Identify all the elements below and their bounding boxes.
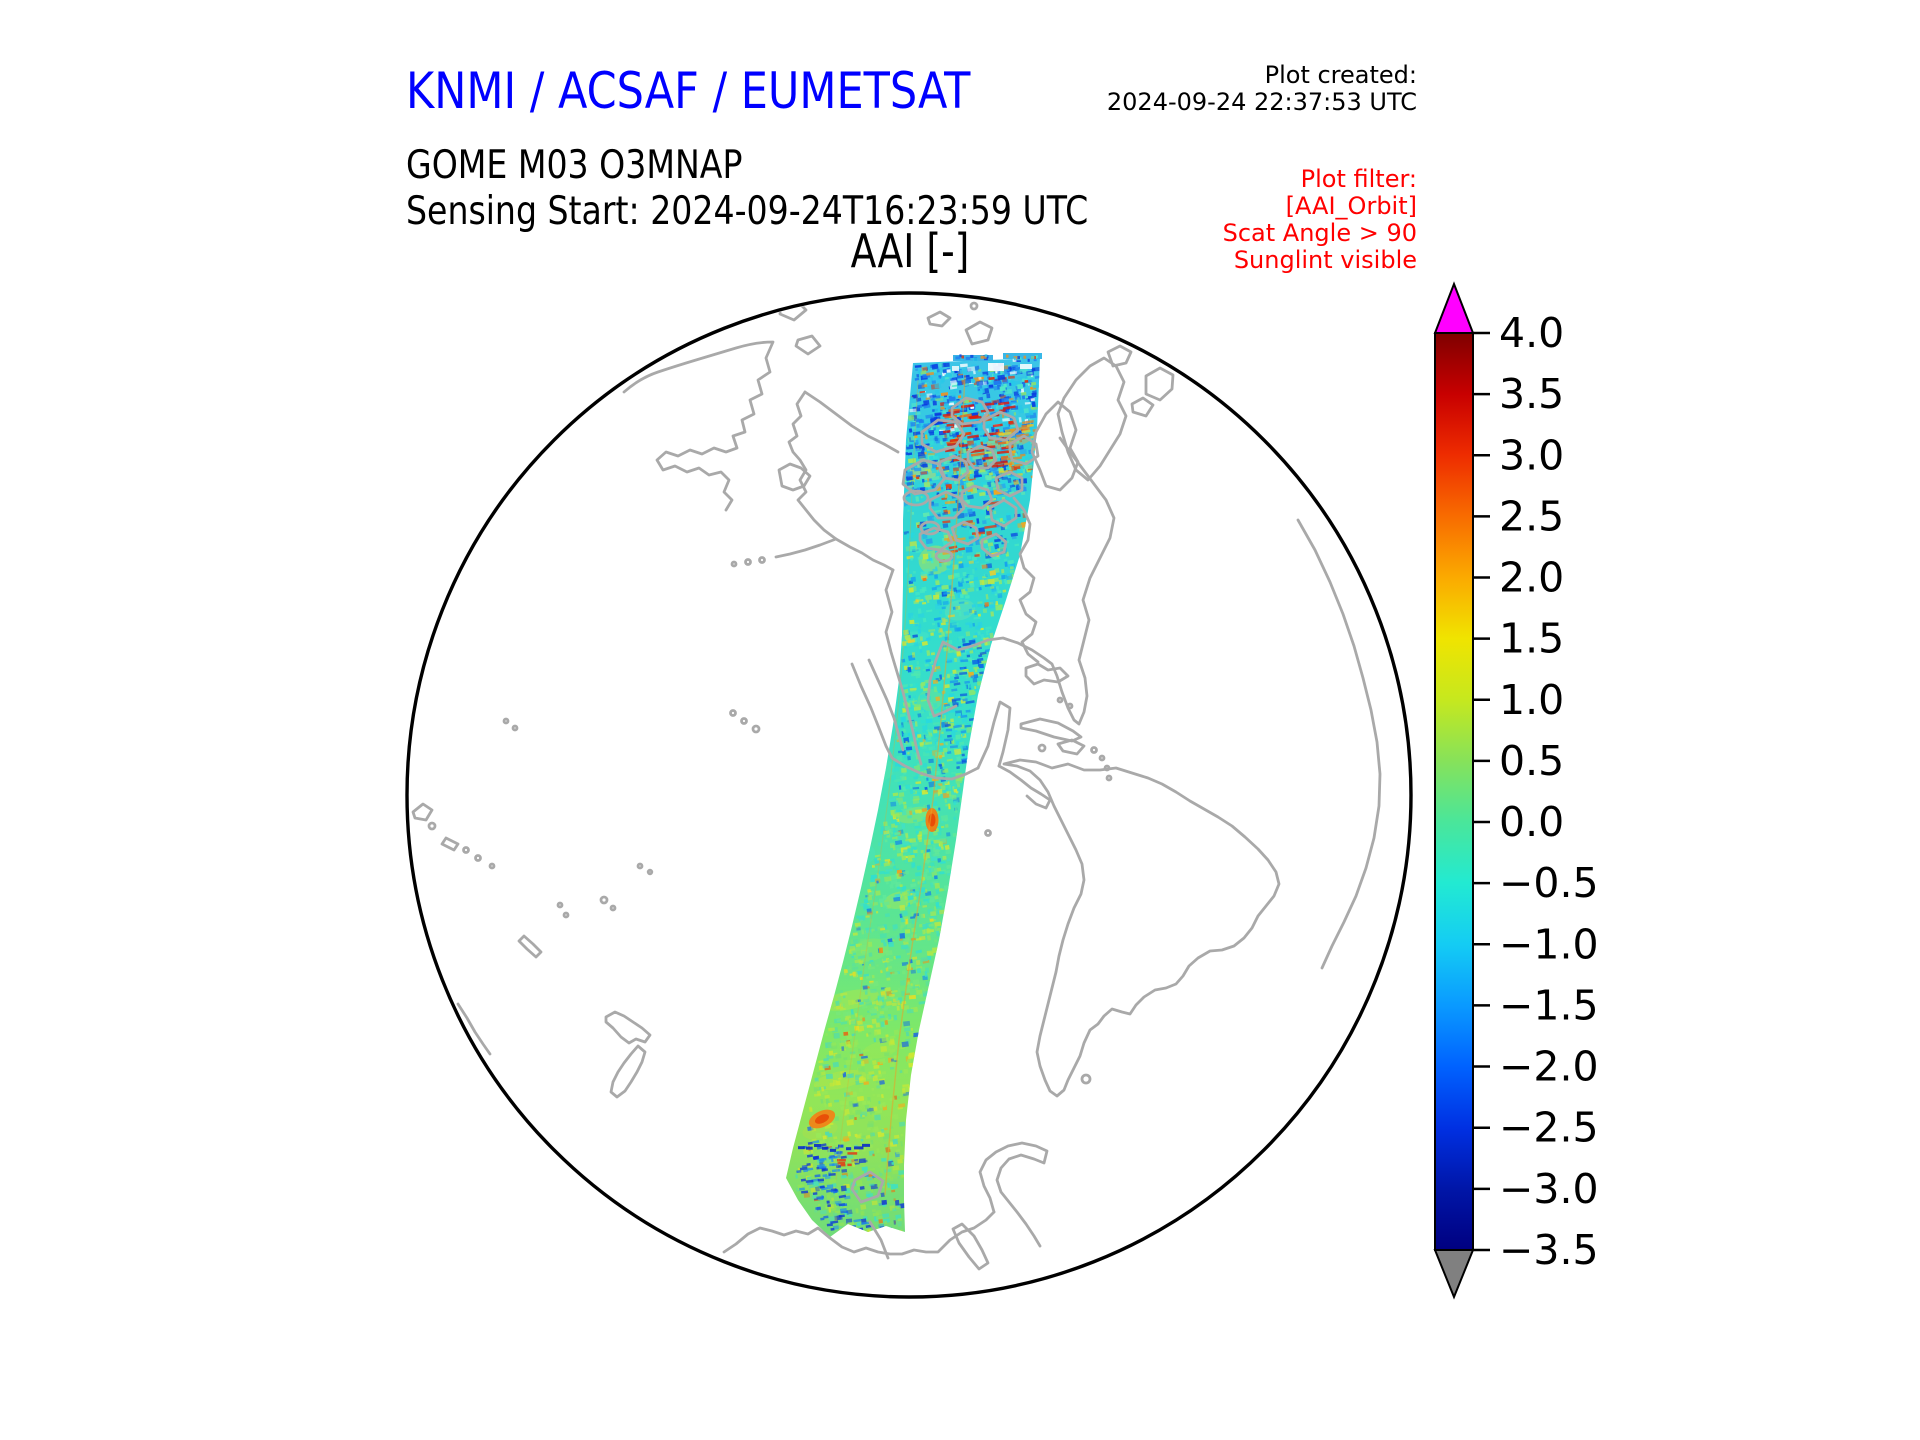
- plot-filter-line: Scat Angle > 90: [1222, 219, 1417, 247]
- swath-strip-noise: [955, 354, 1038, 362]
- product-title: GOME M03 O3MNAP: [406, 143, 743, 188]
- plot-filter-line: Sunglint visible: [1233, 246, 1417, 274]
- plot-created-block: Plot created: 2024-09-24 22:37:53 UTC: [900, 62, 1417, 116]
- map-title: AAI [-]: [850, 224, 970, 278]
- plot-filter-label: Plot filter:: [1300, 165, 1417, 193]
- colorbar-tick-label: −2.0: [1499, 1043, 1599, 1091]
- colorbar: 4.0 3.5 3.0 2.5 2.0 1.5 1.0 0.5 0.0 −0.5 −1.0 −1.5 −…: [1433, 281, 1599, 1300]
- colorbar-tick-label: 1.5: [1499, 615, 1564, 663]
- swath-features: [798, 363, 1032, 1196]
- aai-swath: [786, 353, 1042, 1237]
- colorbar-tick-label: 0.0: [1499, 798, 1564, 846]
- colorbar-tick-label: 4.0: [1499, 309, 1564, 357]
- colorbar-tick-label: −1.5: [1499, 981, 1599, 1029]
- colorbar-tick-label: 3.5: [1499, 370, 1564, 418]
- globe-content: [411, 298, 1382, 1271]
- colorbar-tick-label: −3.0: [1499, 1165, 1599, 1213]
- colorbar-ticks: 4.0 3.5 3.0 2.5 2.0 1.5 1.0 0.5 0.0 −0.5 −1.0 −1.5 −…: [1473, 309, 1599, 1274]
- colorbar-tick-label: −0.5: [1499, 859, 1599, 907]
- swath-top-strip: [1003, 353, 1042, 359]
- coastlines: [411, 298, 1382, 1271]
- colorbar-tick-label: 1.0: [1499, 676, 1564, 724]
- plot-filter-line: [AAI_Orbit]: [1285, 192, 1417, 220]
- globe-outline: [405, 291, 1413, 1299]
- colorbar-tick-label: 2.0: [1499, 554, 1564, 602]
- plot-created-time: 2024-09-24 22:37:53 UTC: [1106, 88, 1417, 116]
- colorbar-under-arrow: [1433, 1249, 1475, 1300]
- colorbar-tick-label: −3.5: [1499, 1226, 1599, 1274]
- colorbar-tick-label: 3.0: [1499, 431, 1564, 479]
- sensing-start-label: Sensing Start: 2024-09-24T16:23:59 UTC: [406, 189, 1089, 234]
- plot-created-label: Plot created:: [1264, 61, 1417, 89]
- colorbar-tick-label: −2.5: [1499, 1104, 1599, 1152]
- colorbar-tick-label: 2.5: [1499, 492, 1564, 540]
- colorbar-over-arrow: [1433, 281, 1475, 334]
- colorbar-tick-label: −1.0: [1499, 920, 1599, 968]
- plot-filter-block: Plot filter: [AAI_Orbit] Scat Angle > 90…: [900, 166, 1417, 274]
- colorbar-tick-label: 0.5: [1499, 737, 1564, 785]
- brand-title: KNMI / ACSAF / EUMETSAT: [406, 62, 971, 120]
- colorbar-gradient-bar: [1434, 332, 1474, 1251]
